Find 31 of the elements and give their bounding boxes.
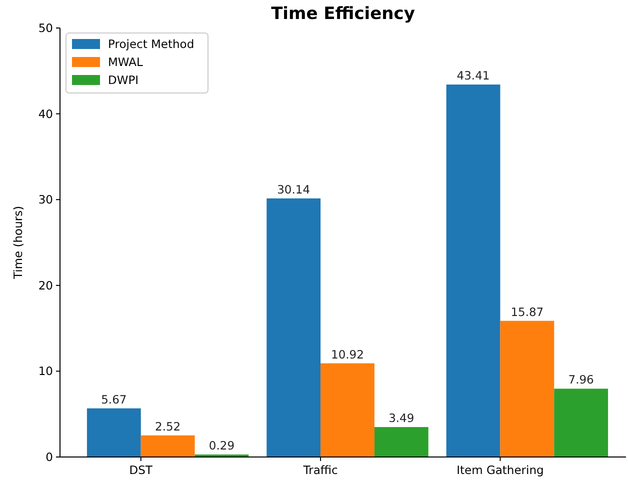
- y-tick-label: 0: [46, 450, 53, 464]
- bar: [320, 363, 374, 457]
- data-label: 43.41: [456, 68, 490, 83]
- y-tick-label: 10: [38, 364, 53, 378]
- y-axis-title: Time (hours): [11, 206, 25, 280]
- data-label: 15.87: [510, 304, 544, 319]
- x-tick-label: DST: [129, 463, 154, 477]
- bar: [266, 198, 321, 457]
- bar: [500, 320, 554, 457]
- x-tick-label: Item Gathering: [456, 463, 544, 477]
- bar: [140, 435, 195, 457]
- bar: [374, 427, 428, 457]
- y-tick-label: 50: [38, 21, 53, 35]
- chart-title: Time Efficiency: [271, 4, 415, 24]
- bar: [86, 408, 141, 457]
- legend-label: Project Method: [108, 37, 194, 51]
- data-label: 30.14: [277, 182, 310, 196]
- bar: [554, 388, 608, 457]
- bar: [446, 84, 500, 457]
- data-label: 0.29: [208, 438, 235, 453]
- data-label: 2.52: [155, 419, 181, 434]
- data-label: 10.92: [331, 347, 364, 362]
- y-tick-label: 40: [38, 106, 53, 121]
- data-label: 7.96: [568, 372, 594, 387]
- data-label: 5.67: [101, 392, 127, 406]
- legend-label: DWPI: [108, 73, 139, 87]
- y-tick-label: 30: [38, 192, 53, 207]
- data-label: 3.49: [388, 411, 414, 426]
- legend-label: MWAL: [108, 55, 144, 69]
- y-tick-label: 20: [38, 278, 53, 292]
- x-tick-label: Traffic: [302, 463, 338, 477]
